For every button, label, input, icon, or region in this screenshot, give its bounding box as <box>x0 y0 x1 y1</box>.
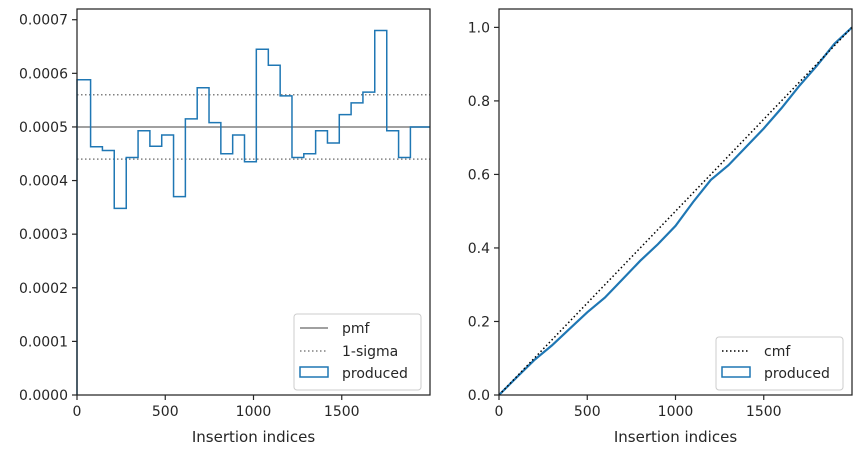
right-plot-marks <box>498 26 853 396</box>
cmf-line <box>498 26 853 396</box>
x-tick-label: 500 <box>152 404 179 420</box>
y-tick-label: 0.0001 <box>19 334 68 350</box>
y-tick-label: 0.8 <box>468 94 490 110</box>
legend-produced-swatch <box>299 366 329 378</box>
legend-produced-label: produced <box>342 366 408 382</box>
x-tick-label: 1000 <box>658 404 694 420</box>
y-tick-label: 0.6 <box>468 167 490 183</box>
right-axis-ticks: 0 500 1000 1500 0.0 0.2 0.4 0.6 0.8 1.0 <box>468 20 782 420</box>
x-tick-label: 500 <box>574 404 601 420</box>
legend-sigma-label: 1-sigma <box>342 344 398 360</box>
x-tick-label: 1000 <box>236 404 272 420</box>
y-tick-label: 0.0006 <box>19 66 68 82</box>
left-plot-marks <box>76 29 430 395</box>
y-tick-label: 0.0004 <box>19 174 68 190</box>
y-tick-label: 1.0 <box>468 20 490 36</box>
y-tick-label: 0.4 <box>468 241 490 257</box>
left-axis-ticks: 0 500 1000 1500 0.0000 0.0001 0.0002 0.0003 0.00… <box>19 13 360 420</box>
y-tick-label: 0.0005 <box>19 120 68 136</box>
legend-produced-cum-swatch <box>721 366 751 378</box>
produced-histogram <box>76 29 430 395</box>
y-tick-label: 0.0 <box>468 388 490 404</box>
left-chart-panel: 0 500 1000 1500 0.0000 0.0001 0.0002 0.0003 0.00… <box>19 8 431 446</box>
right-chart-panel: 0 500 1000 1500 0.0 0.2 0.4 0.6 0.8 1.0 Insertion… <box>468 8 853 446</box>
legend-pmf-label: pmf <box>342 321 371 337</box>
legend-produced-cum-label: produced <box>764 366 830 382</box>
produced-cumulative-line <box>498 26 853 396</box>
left-x-axis-label: Insertion indices <box>192 428 315 446</box>
y-tick-label: 0.0002 <box>19 281 68 297</box>
left-legend: pmf 1-sigma produced <box>293 313 422 391</box>
y-tick-label: 0.0007 <box>19 13 68 29</box>
legend-cmf-label: cmf <box>764 344 791 360</box>
right-x-axis-label: Insertion indices <box>614 428 737 446</box>
y-tick-label: 0.2 <box>468 314 490 330</box>
left-legend-box <box>293 313 422 391</box>
x-tick-label: 0 <box>495 404 504 420</box>
right-legend: cmf produced <box>715 336 844 391</box>
y-tick-label: 0.0003 <box>19 227 68 243</box>
x-tick-label: 1500 <box>324 404 360 420</box>
x-tick-label: 0 <box>73 404 82 420</box>
y-tick-label: 0.0000 <box>19 388 68 404</box>
x-tick-label: 1500 <box>746 404 782 420</box>
